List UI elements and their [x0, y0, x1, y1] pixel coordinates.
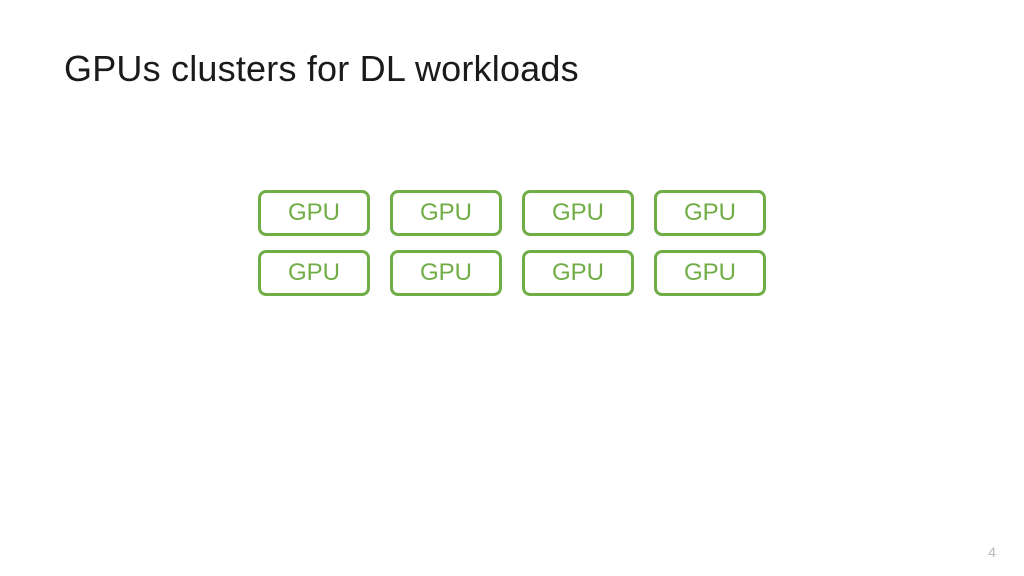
gpu-grid: GPU GPU GPU GPU GPU GPU GPU GPU [258, 190, 766, 296]
gpu-box: GPU [390, 190, 502, 236]
gpu-box: GPU [522, 250, 634, 296]
gpu-box: GPU [654, 190, 766, 236]
gpu-box: GPU [522, 190, 634, 236]
page-number: 4 [988, 544, 996, 560]
gpu-box: GPU [258, 190, 370, 236]
gpu-box: GPU [258, 250, 370, 296]
slide: GPUs clusters for DL workloads GPUGPUGPU… [0, 0, 1024, 576]
slide-title: GPUs clusters for DL workloads [64, 48, 579, 90]
gpu-box: GPU [654, 250, 766, 296]
gpu-box: GPU [390, 250, 502, 296]
